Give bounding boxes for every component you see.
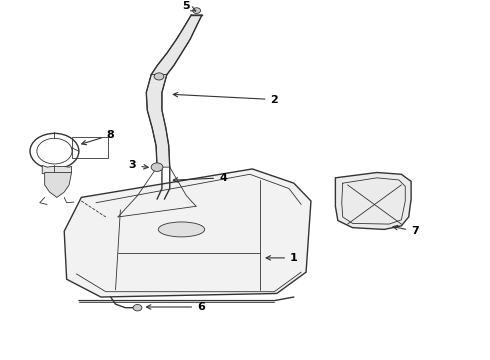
Text: 5: 5 — [183, 1, 196, 11]
Text: 3: 3 — [129, 160, 148, 170]
Polygon shape — [64, 169, 311, 297]
Text: 2: 2 — [173, 93, 278, 104]
Circle shape — [151, 163, 163, 171]
Text: 1: 1 — [266, 253, 298, 263]
Ellipse shape — [158, 222, 205, 237]
Polygon shape — [147, 75, 170, 167]
Text: 6: 6 — [147, 302, 205, 312]
Text: 8: 8 — [82, 130, 115, 145]
Polygon shape — [335, 172, 411, 229]
Circle shape — [193, 8, 200, 13]
Text: 7: 7 — [393, 225, 419, 236]
Bar — [72, 137, 108, 158]
Circle shape — [154, 73, 164, 80]
Circle shape — [133, 305, 142, 311]
Text: 4: 4 — [173, 173, 227, 183]
Polygon shape — [45, 172, 72, 197]
Polygon shape — [42, 165, 72, 174]
Polygon shape — [151, 15, 202, 75]
